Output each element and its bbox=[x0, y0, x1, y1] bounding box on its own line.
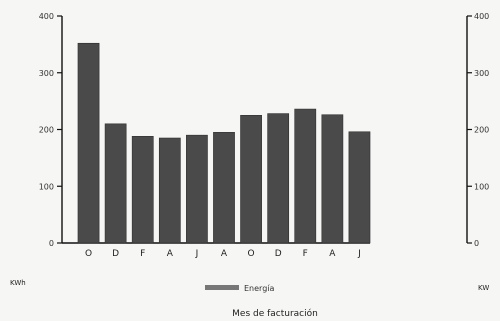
left-y-tick-label: 400 bbox=[39, 12, 54, 21]
x-category-label: O bbox=[248, 249, 255, 259]
left-y-axis-unit: KWh bbox=[10, 279, 26, 287]
bar-4 bbox=[158, 137, 181, 244]
x-category-label: A bbox=[167, 249, 174, 259]
left-y-tick-label: 100 bbox=[39, 182, 54, 191]
left-y-tick-label: 300 bbox=[39, 69, 54, 78]
right-y-ticks: 0 100 200 300 400 bbox=[467, 12, 489, 248]
bar-1 bbox=[77, 42, 100, 244]
left-y-ticks: 0 100 200 300 400 bbox=[39, 12, 62, 248]
right-y-tick-label: 200 bbox=[474, 126, 489, 135]
x-axis-title: Mes de facturación bbox=[232, 308, 318, 319]
x-category-label: D bbox=[275, 249, 282, 259]
x-category-label: A bbox=[329, 249, 336, 259]
legend-label-energia: Energía bbox=[244, 284, 274, 293]
left-y-tick-label: 200 bbox=[39, 126, 54, 135]
x-category-label: O bbox=[85, 249, 92, 259]
left-y-tick-label: 0 bbox=[49, 239, 54, 248]
bar-7 bbox=[240, 115, 262, 244]
x-category-label: D bbox=[112, 249, 119, 259]
bar-10 bbox=[321, 114, 344, 244]
x-category-label: A bbox=[221, 249, 228, 259]
x-category-label: F bbox=[140, 249, 145, 259]
bars bbox=[77, 42, 371, 244]
bar-2 bbox=[104, 123, 127, 244]
right-y-tick-label: 400 bbox=[474, 12, 489, 21]
bar-11 bbox=[348, 131, 371, 244]
bar-3 bbox=[131, 136, 154, 244]
x-category-label: J bbox=[357, 249, 361, 259]
right-y-tick-label: 100 bbox=[474, 182, 489, 191]
bar-9 bbox=[294, 108, 317, 244]
right-y-axis-unit: KW bbox=[478, 284, 489, 292]
legend-swatch-energia bbox=[205, 285, 239, 290]
bar-8 bbox=[267, 113, 290, 244]
bar-6 bbox=[213, 132, 235, 244]
bar-5 bbox=[186, 134, 208, 244]
x-category-label: J bbox=[195, 249, 199, 259]
right-y-tick-label: 300 bbox=[474, 69, 489, 78]
x-category-label: F bbox=[303, 249, 308, 259]
right-y-tick-label: 0 bbox=[474, 239, 479, 248]
